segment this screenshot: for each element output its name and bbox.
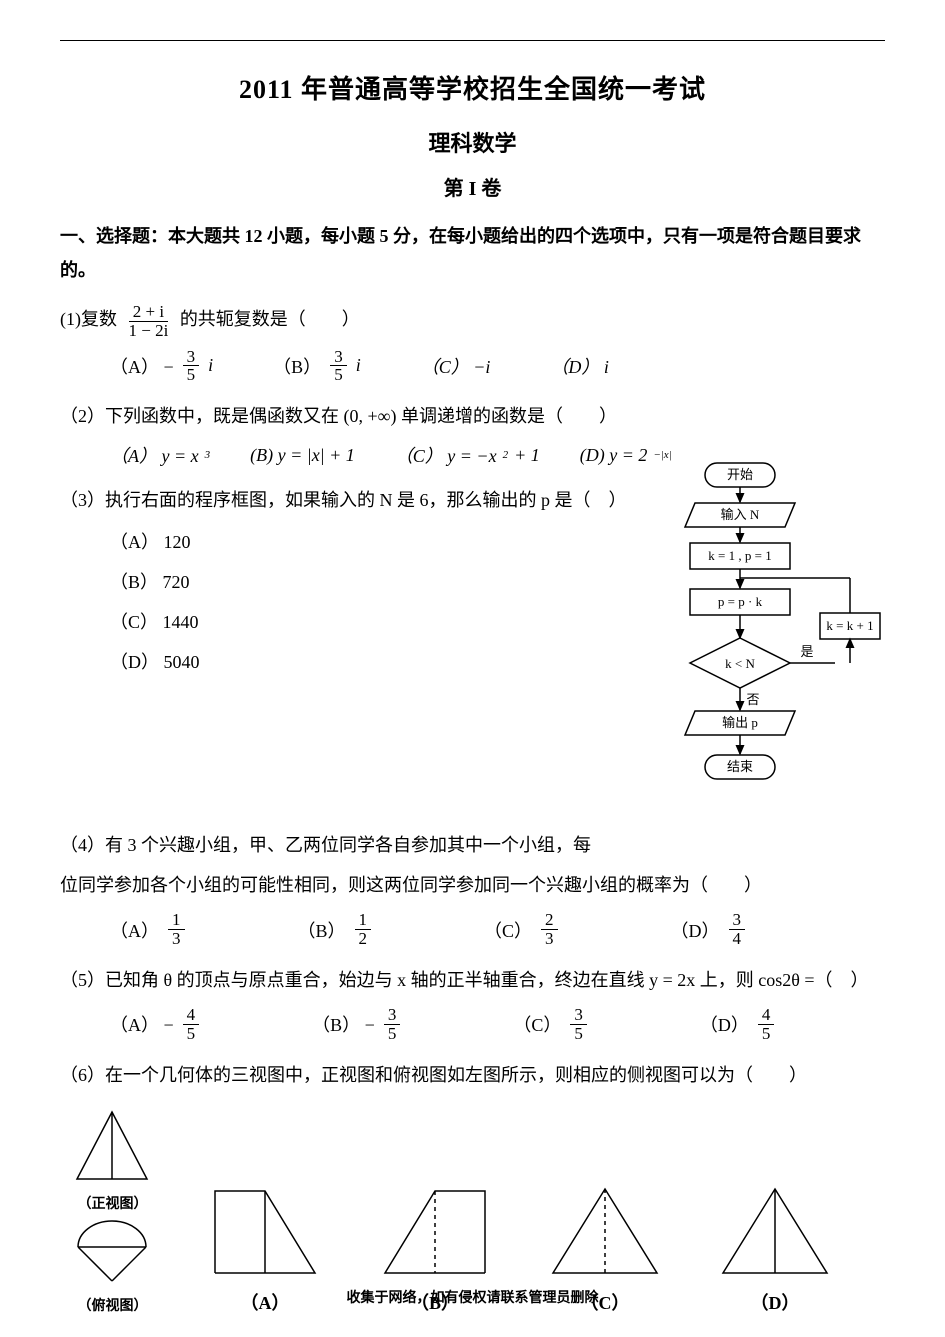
q1-frac-den: 1 − 2i: [125, 322, 173, 340]
q4-options: （A） 13 （B） 12 （C） 23 （D） 34: [110, 911, 885, 948]
question-3: （3）执行右面的程序框图，如果输入的 N 是 6，那么输出的 p 是（ ）: [60, 482, 627, 518]
q6-a-icon: [205, 1181, 325, 1281]
question-3-block: （3）执行右面的程序框图，如果输入的 N 是 6，那么输出的 p 是（ ） （A…: [60, 468, 885, 823]
q6-b-icon: [375, 1181, 495, 1281]
question-2: （2）下列函数中，既是偶函数又在 (0, +∞) 单调递增的函数是（ ）: [60, 398, 885, 434]
question-4-line1: （4）有 3 个兴趣小组，甲、乙两位同学各自参加其中一个小组，每: [60, 827, 885, 863]
section-heading: 一、选择题：本大题共 12 小题，每小题 5 分，在每小题给出的四个选项中，只有…: [60, 219, 885, 287]
q2-opt-b: (B) y = |x| + 1: [250, 445, 355, 466]
q3-opt-c: （C） 1440: [110, 608, 627, 634]
question-4-line2: 位同学参加各个小组的可能性相同，则这两位同学参加同一个兴趣小组的概率为（ ）: [60, 867, 885, 903]
page-footer: 收集于网络，如有侵权请联系管理员删除: [0, 1287, 945, 1307]
q4-opt-c: （C） 23: [484, 911, 561, 948]
q5-opt-c: （C） 35: [513, 1006, 590, 1043]
q2-opt-a: （A） y = x3: [110, 442, 210, 468]
q6-c-icon: [545, 1181, 665, 1281]
question-3-left: （3）执行右面的程序框图，如果输入的 N 是 6，那么输出的 p 是（ ） （A…: [60, 468, 627, 823]
q5-options: （A） −45 （B） −35 （C） 35 （D） 45: [110, 1006, 885, 1043]
front-view-icon: [70, 1107, 155, 1187]
title-subject: 理科数学: [60, 126, 885, 158]
q5-opt-a: （A） −45: [110, 1006, 202, 1043]
q3-opt-b: （B） 720: [110, 568, 627, 594]
exam-page: 2011 年普通高等学校招生全国统一考试 理科数学 第 I 卷 一、选择题：本大…: [0, 0, 945, 1337]
q1-options: （A） − 35 i （B） 35 i （C） −i （D） i: [110, 348, 885, 385]
top-view-icon: [70, 1219, 155, 1289]
question-6: （6）在一个几何体的三视图中，正视图和俯视图如左图所示，则相应的侧视图可以为（ …: [60, 1057, 885, 1093]
flow-step: p = p · k: [718, 594, 763, 609]
flow-no: 否: [746, 692, 759, 707]
flowchart-svg: 开始 输入 N k = 1 , p = 1 p = p · k: [635, 458, 885, 818]
flow-init: k = 1 , p = 1: [708, 548, 771, 563]
title-part: 第 I 卷: [60, 172, 885, 201]
q4-opt-a: （A） 13: [110, 911, 188, 948]
flow-input: 输入 N: [721, 507, 760, 522]
q1-frac-num: 2 + i: [129, 303, 168, 322]
flow-yes: 是: [800, 644, 813, 659]
q1-opt-b: （B） 35 i: [273, 348, 361, 385]
title-main: 2011 年普通高等学校招生全国统一考试: [60, 69, 885, 106]
q1-suffix: 的共轭复数是（ ）: [180, 309, 360, 329]
q5-opt-b: （B） −35: [312, 1006, 403, 1043]
flowchart: 开始 输入 N k = 1 , p = 1 p = p · k: [635, 458, 885, 823]
q5-opt-d: （D） 45: [700, 1006, 778, 1043]
q3-opt-a: （A） 120: [110, 528, 627, 554]
q1-opt-a: （A） − 35 i: [110, 348, 213, 385]
q6-figures: （正视图） （俯视图） （A）: [70, 1107, 885, 1315]
flow-output: 输出 p: [722, 715, 758, 730]
header-rule: [60, 40, 885, 41]
question-5: （5）已知角 θ 的顶点与原点重合，始边与 x 轴的正半轴重合，终边在直线 y …: [60, 962, 885, 998]
q3-opt-d: （D） 5040: [110, 648, 627, 674]
question-1: (1)复数 2 + i 1 − 2i 的共轭复数是（ ）: [60, 301, 885, 339]
q6-d-icon: [715, 1181, 835, 1281]
q2-opt-c: （C） y = −x2 + 1: [395, 442, 540, 468]
flow-inc: k = k + 1: [826, 618, 873, 633]
q3-options: （A） 120 （B） 720 （C） 1440 （D） 5040: [110, 528, 627, 674]
q1-opt-c: （C） −i: [421, 353, 491, 379]
flow-cond: k < N: [725, 656, 755, 671]
flow-end: 结束: [727, 759, 753, 774]
front-view-label: （正视图）: [78, 1193, 148, 1213]
q1-prefix: (1)复数: [60, 309, 117, 329]
q1-opt-d: （D） i: [550, 353, 609, 379]
q4-opt-b: （B） 12: [298, 911, 375, 948]
q1-fraction: 2 + i 1 − 2i: [125, 303, 173, 340]
flow-start: 开始: [727, 467, 753, 482]
q4-opt-d: （D） 34: [671, 911, 749, 948]
q6-given-views: （正视图） （俯视图）: [70, 1107, 155, 1315]
